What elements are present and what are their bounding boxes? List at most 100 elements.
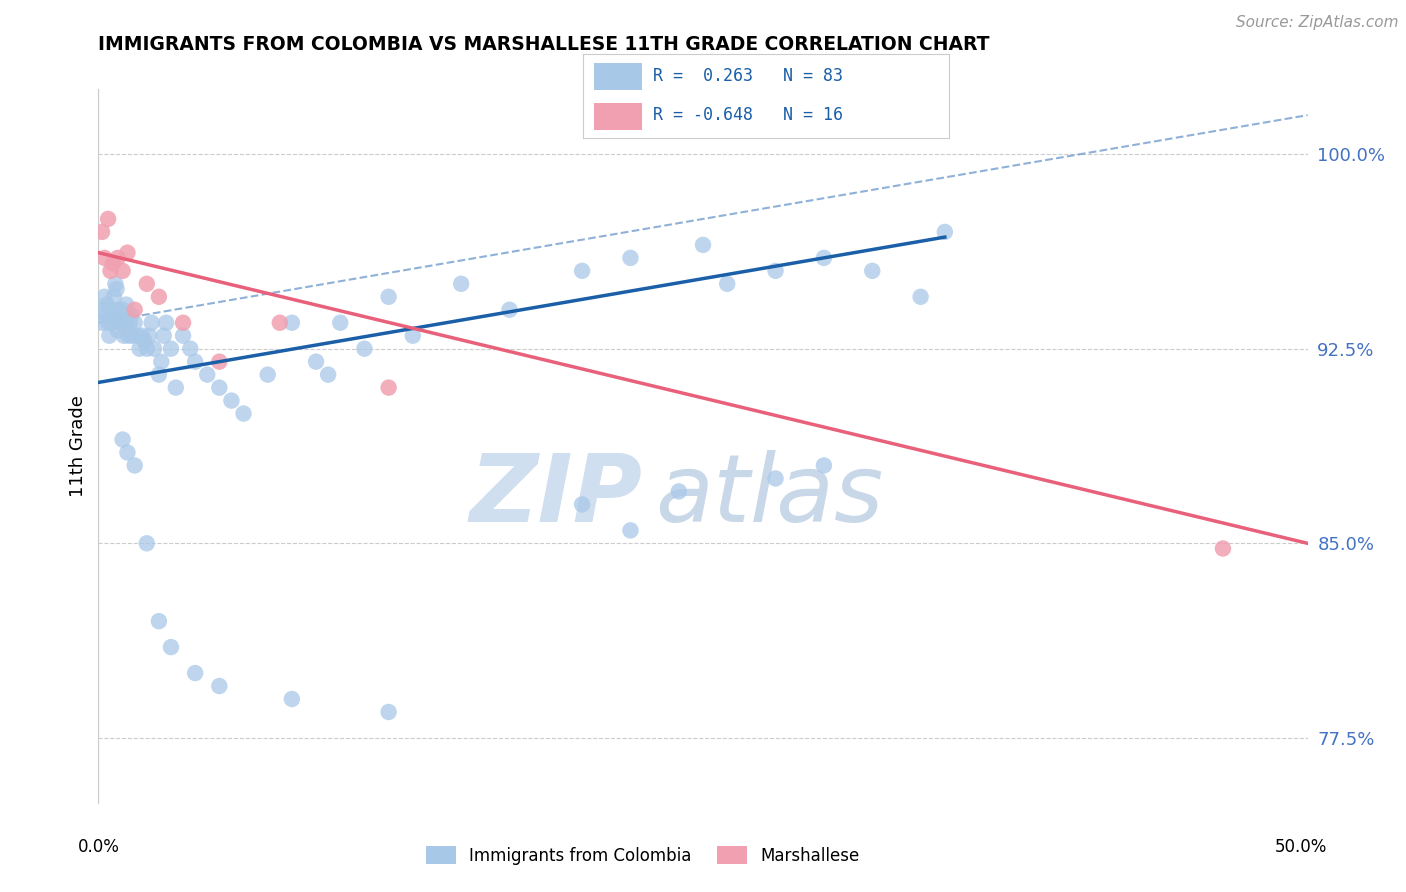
Point <box>118 316 141 330</box>
Point <box>765 471 787 485</box>
Point <box>813 251 835 265</box>
Point <box>91 225 114 239</box>
Point <box>124 302 146 317</box>
Point <box>179 342 201 356</box>
Point <box>135 277 157 291</box>
Point <box>104 277 127 291</box>
Point <box>91 316 114 330</box>
Point <box>281 692 304 706</box>
Point <box>100 316 122 330</box>
Point <box>105 282 128 296</box>
Text: Source: ZipAtlas.com: Source: ZipAtlas.com <box>1236 15 1399 29</box>
Point <box>103 290 125 304</box>
Point <box>121 328 143 343</box>
Point <box>172 328 194 343</box>
Point <box>155 316 177 330</box>
Point <box>148 290 170 304</box>
Point <box>208 381 231 395</box>
Point <box>281 316 304 330</box>
Point <box>765 264 787 278</box>
Point <box>152 328 174 343</box>
Point <box>571 497 593 511</box>
Text: R = -0.648   N = 16: R = -0.648 N = 16 <box>652 106 844 124</box>
Point <box>329 316 352 330</box>
Point <box>114 308 136 322</box>
Point <box>117 245 139 260</box>
Point <box>134 334 156 348</box>
Point <box>305 354 328 368</box>
Point <box>377 290 399 304</box>
Point <box>208 354 231 368</box>
Point <box>232 407 254 421</box>
Point <box>108 302 131 317</box>
Point <box>377 381 399 395</box>
Point <box>256 368 278 382</box>
Point <box>148 368 170 382</box>
Point <box>107 324 129 338</box>
Point <box>195 368 218 382</box>
Point <box>93 290 115 304</box>
Point <box>131 328 153 343</box>
Point <box>143 342 166 356</box>
Point <box>111 264 134 278</box>
Point <box>110 308 132 322</box>
Bar <box>595 62 643 90</box>
Text: ZIP: ZIP <box>470 450 643 542</box>
Point <box>316 368 339 382</box>
Point <box>377 705 399 719</box>
Point <box>100 264 122 278</box>
Point <box>208 679 231 693</box>
Point <box>716 277 738 291</box>
Point <box>172 316 194 330</box>
Point <box>860 264 883 278</box>
Point <box>128 342 150 356</box>
Point <box>1212 541 1234 556</box>
Point <box>111 316 134 330</box>
Point <box>150 354 173 368</box>
Point <box>96 297 118 311</box>
Point <box>108 316 131 330</box>
Point <box>141 316 163 330</box>
Point <box>93 251 115 265</box>
Text: R =  0.263   N = 83: R = 0.263 N = 83 <box>652 68 844 86</box>
Point <box>692 238 714 252</box>
Point <box>124 458 146 473</box>
Point <box>571 264 593 278</box>
Point <box>115 297 138 311</box>
Point <box>111 433 134 447</box>
Point <box>668 484 690 499</box>
Point <box>91 302 114 317</box>
Point <box>184 354 207 368</box>
Point <box>498 302 520 317</box>
Point <box>184 666 207 681</box>
Point <box>120 308 142 322</box>
Point <box>402 328 425 343</box>
Point <box>98 328 121 343</box>
Text: IMMIGRANTS FROM COLOMBIA VS MARSHALLESE 11TH GRADE CORRELATION CHART: IMMIGRANTS FROM COLOMBIA VS MARSHALLESE … <box>98 35 990 54</box>
Point <box>138 328 160 343</box>
Point <box>813 458 835 473</box>
Point <box>112 328 135 343</box>
Point <box>353 342 375 356</box>
Point <box>135 536 157 550</box>
Point <box>100 302 122 317</box>
Point <box>101 308 124 322</box>
Point <box>118 328 141 343</box>
Point <box>619 524 641 538</box>
Point <box>165 381 187 395</box>
Text: 0.0%: 0.0% <box>77 838 120 855</box>
Legend: Immigrants from Colombia, Marshallese: Immigrants from Colombia, Marshallese <box>418 838 868 873</box>
Point <box>124 316 146 330</box>
Bar <box>595 103 643 130</box>
Point <box>450 277 472 291</box>
Point <box>910 290 932 304</box>
Point <box>97 316 120 330</box>
Point <box>127 328 149 343</box>
Point <box>97 211 120 226</box>
Point <box>101 256 124 270</box>
Point <box>135 342 157 356</box>
Point <box>117 445 139 459</box>
Point <box>117 316 139 330</box>
Point <box>148 614 170 628</box>
Point <box>269 316 291 330</box>
